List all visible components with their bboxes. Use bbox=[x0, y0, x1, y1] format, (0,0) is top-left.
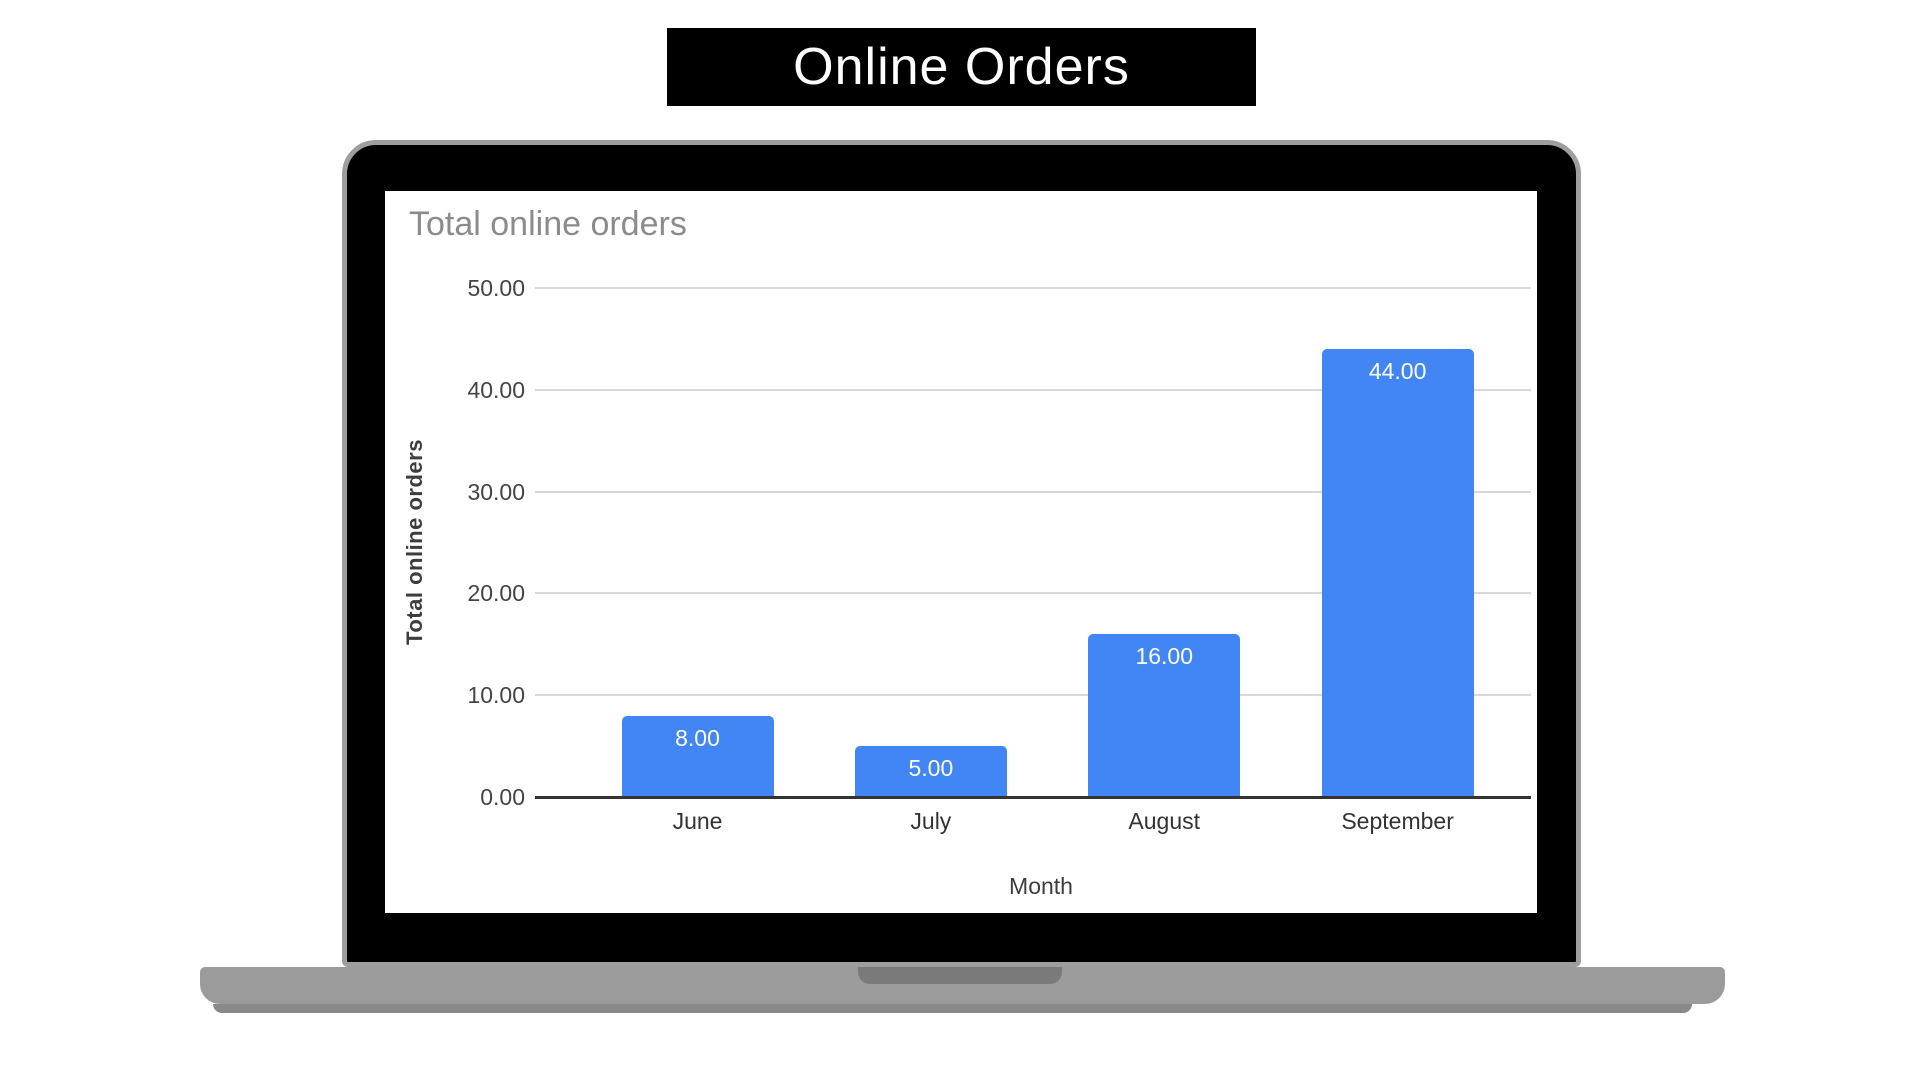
bar-value-label: 16.00 bbox=[1135, 643, 1194, 670]
laptop-base-shadow bbox=[213, 1004, 1692, 1013]
category-label-august: August bbox=[1128, 808, 1201, 834]
y-tick-label: 40.00 bbox=[467, 376, 525, 403]
gridline-50.00 bbox=[535, 287, 1531, 289]
y-tick-label: 0.00 bbox=[480, 784, 525, 810]
category-label-september: September bbox=[1341, 808, 1454, 834]
x-axis-line bbox=[535, 796, 1531, 799]
y-axis-title: Total online orders bbox=[402, 439, 427, 645]
bar-july: 5.00 bbox=[854, 746, 1007, 797]
laptop-screen: Total online orders Total online orders … bbox=[385, 191, 1537, 913]
y-tick-label: 20.00 bbox=[467, 580, 525, 607]
bar-september: 44.00 bbox=[1321, 349, 1474, 797]
banner-title: Online Orders bbox=[793, 38, 1130, 96]
category-label-june: June bbox=[672, 808, 723, 834]
bar-value-label: 8.00 bbox=[675, 724, 720, 751]
gridline-40.00 bbox=[535, 388, 1531, 391]
banner: Online Orders bbox=[667, 28, 1256, 106]
bar-august: 16.00 bbox=[1088, 634, 1241, 797]
bar-value-label: 44.00 bbox=[1368, 358, 1427, 385]
gridline-30.00 bbox=[535, 490, 1531, 493]
laptop-hinge-notch bbox=[858, 967, 1062, 984]
gridline-10.00 bbox=[535, 694, 1531, 697]
chart-title: Total online orders bbox=[409, 205, 687, 243]
x-axis-title: Month bbox=[1009, 873, 1073, 899]
laptop-bezel: Total online orders Total online orders … bbox=[342, 140, 1581, 967]
category-label-july: July bbox=[910, 808, 952, 834]
bar-value-label: 5.00 bbox=[908, 755, 954, 782]
y-tick-label: 30.00 bbox=[467, 478, 525, 505]
y-tick-label: 50.00 bbox=[467, 275, 525, 301]
bar-june: 8.00 bbox=[621, 715, 774, 797]
gridline-20.00 bbox=[535, 592, 1531, 595]
laptop-base bbox=[200, 967, 1725, 1004]
y-tick-label: 10.00 bbox=[467, 682, 525, 709]
